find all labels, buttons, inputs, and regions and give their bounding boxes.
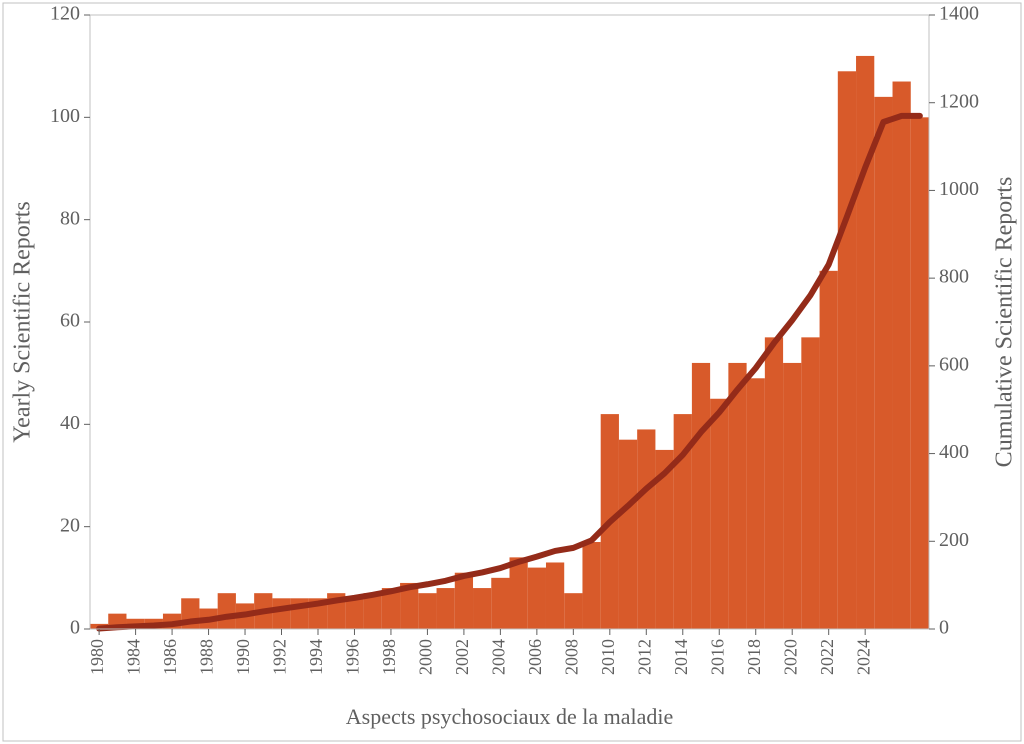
x-tick-label: 2006: [525, 639, 545, 675]
bar: [546, 562, 564, 629]
bar: [491, 578, 509, 629]
x-tick-label: 2022: [817, 639, 837, 675]
bar: [619, 440, 637, 629]
bar: [838, 71, 856, 629]
bar: [820, 271, 838, 629]
y-right-axis-label: Cumulative Scientific Reports: [992, 177, 1018, 468]
x-tick-label: 1980: [87, 639, 107, 675]
bar: [856, 56, 874, 629]
x-tick-label: 2002: [452, 639, 472, 675]
bar: [455, 573, 473, 629]
x-tick-label: 2014: [671, 639, 691, 675]
y-left-tick-label: 80: [60, 207, 80, 229]
bar: [637, 429, 655, 629]
bar: [528, 568, 546, 629]
y-left-tick-label: 20: [60, 514, 80, 536]
y-right-tick-label: 800: [939, 266, 969, 288]
x-tick-label: 1988: [197, 639, 217, 675]
y-left-tick-label: 120: [50, 3, 80, 25]
bar: [473, 588, 491, 629]
bar: [582, 542, 600, 629]
x-tick-label: 2000: [416, 639, 436, 675]
bar: [418, 593, 436, 629]
bar: [874, 97, 892, 629]
bar: [893, 82, 911, 629]
bar: [437, 588, 455, 629]
bar: [783, 363, 801, 629]
y-left-tick-label: 60: [60, 310, 80, 332]
x-tick-label: 1996: [343, 639, 363, 675]
bar: [345, 598, 363, 629]
y-left-tick-label: 40: [60, 412, 80, 434]
bar: [911, 117, 929, 629]
y-left-axis-label: Yearly Scientific Reports: [10, 201, 36, 443]
x-tick-label: 1984: [124, 639, 144, 675]
bar: [510, 557, 528, 629]
y-right-tick-label: 1000: [939, 178, 979, 200]
x-tick-label: 2010: [598, 639, 618, 675]
bar: [564, 593, 582, 629]
bar: [692, 363, 710, 629]
x-tick-label: 1986: [160, 639, 180, 675]
y-right-tick-label: 1400: [939, 3, 979, 25]
chart-svg: 0204060801001200200400600800100012001400…: [0, 0, 1024, 744]
bar: [801, 337, 819, 629]
x-tick-label: 1992: [270, 639, 290, 675]
y-right-tick-label: 600: [939, 353, 969, 375]
x-tick-label: 1994: [306, 639, 326, 675]
y-right-tick-label: 400: [939, 441, 969, 463]
chart-container: 0204060801001200200400600800100012001400…: [0, 0, 1024, 744]
x-tick-label: 2004: [489, 639, 509, 675]
x-tick-label: 2018: [744, 639, 764, 675]
x-tick-label: 2012: [634, 639, 654, 675]
bar: [728, 363, 746, 629]
x-tick-label: 2024: [853, 639, 873, 675]
x-tick-label: 2008: [561, 639, 581, 675]
y-left-tick-label: 100: [50, 105, 80, 127]
y-right-tick-label: 200: [939, 529, 969, 551]
bar: [747, 378, 765, 629]
x-tick-label: 1990: [233, 639, 253, 675]
bar: [710, 399, 728, 629]
x-tick-label: 2016: [707, 639, 727, 675]
y-right-tick-label: 1200: [939, 90, 979, 112]
y-left-tick-label: 0: [70, 617, 80, 639]
y-right-tick-label: 0: [939, 617, 949, 639]
bar: [218, 593, 236, 629]
bar: [765, 337, 783, 629]
x-tick-label: 2020: [780, 639, 800, 675]
x-tick-label: 1998: [379, 639, 399, 675]
bar: [272, 598, 290, 629]
x-axis-label: Aspects psychosociaux de la maladie: [346, 704, 673, 729]
